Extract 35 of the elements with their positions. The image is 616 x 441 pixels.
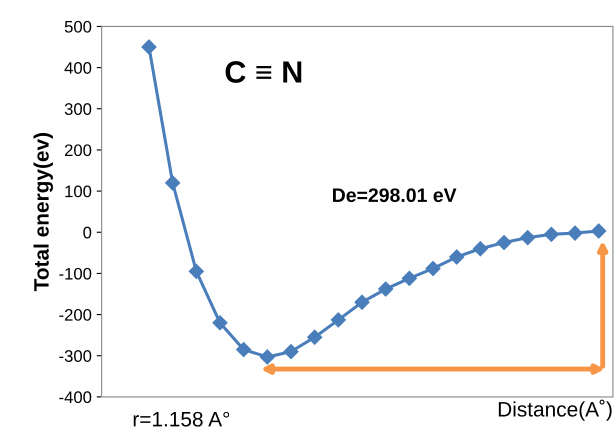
point — [425, 260, 441, 276]
point — [520, 230, 536, 246]
point — [283, 344, 299, 360]
y-tick-label: -100 — [59, 268, 92, 280]
text: r=1.158 A° — [134, 412, 230, 427]
point — [165, 175, 180, 190]
y-tick-label: 300 — [64, 103, 92, 115]
point — [260, 349, 275, 365]
annotation: C ≡ N — [226, 61, 302, 83]
point — [472, 241, 488, 256]
annotation: De=298.01 eV — [333, 188, 456, 202]
point — [307, 330, 322, 345]
point — [402, 270, 417, 286]
y-tick-label: 200 — [64, 144, 92, 156]
y-tick-label: 500 — [64, 20, 92, 33]
point — [378, 281, 394, 297]
y-tick-label: 100 — [65, 186, 92, 198]
point — [354, 294, 370, 310]
point — [449, 249, 464, 265]
point — [591, 223, 606, 239]
y-tick-label: -300 — [59, 350, 92, 362]
point — [212, 315, 228, 330]
point — [330, 312, 346, 328]
y-tick-label: -200 — [59, 308, 92, 321]
y-tick-label: -400 — [59, 391, 92, 404]
point — [141, 39, 157, 55]
point — [496, 234, 512, 250]
y-tick-label: 0 — [83, 226, 92, 238]
point — [544, 226, 559, 242]
point — [567, 226, 583, 241]
point — [188, 264, 204, 279]
y-axis-title: Total energy(ev) — [33, 133, 54, 292]
x-axis-title: Distance(A˚) — [498, 400, 612, 421]
y-tick-label: 400 — [64, 62, 92, 74]
point — [236, 342, 252, 358]
